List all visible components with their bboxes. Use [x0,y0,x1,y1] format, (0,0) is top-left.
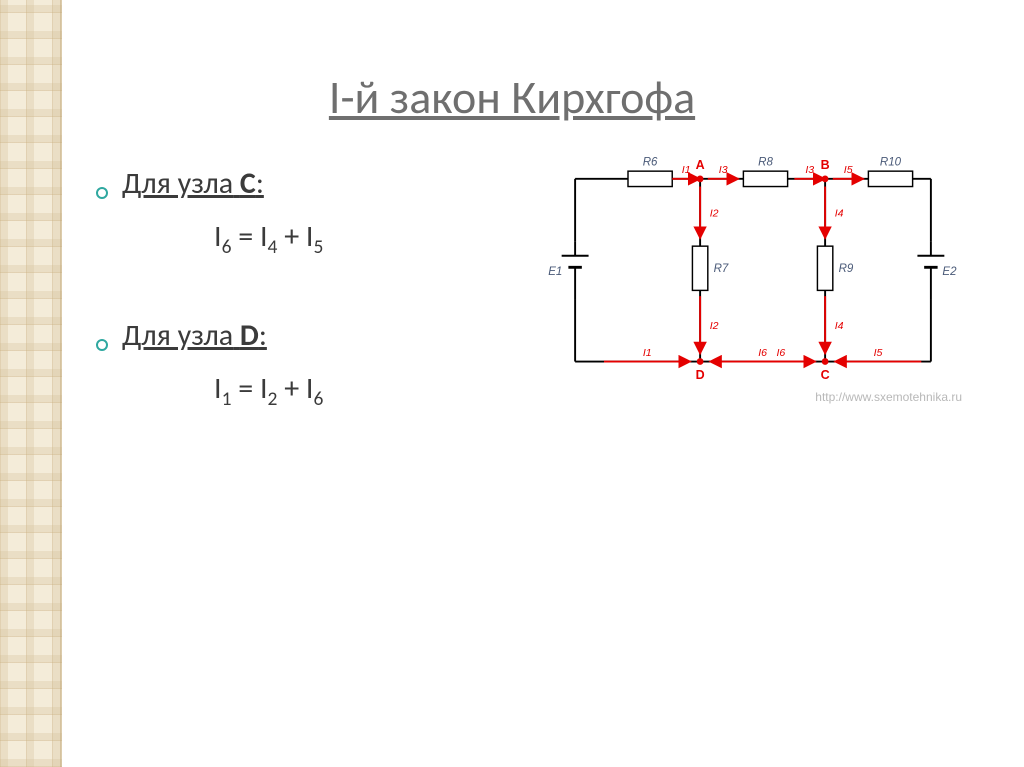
svg-text:I1: I1 [682,164,691,176]
node-letter: D [240,317,259,354]
svg-text:I1: I1 [643,347,652,359]
node-suffix: : [256,165,264,202]
bullet-icon [96,187,108,199]
svg-text:E2: E2 [942,266,957,278]
svg-text:I5: I5 [844,164,853,176]
svg-text:I3: I3 [805,164,814,176]
svg-text:E1: E1 [548,266,562,278]
svg-text:I2: I2 [710,207,719,219]
svg-text:R6: R6 [643,156,658,168]
circuit-diagram: E1 E2 R6 R8 R10 R7 R9 I1 I3 I3 I5 I2 I4 I2 I4 I1 I6 I6 I5 A… [538,150,968,400]
svg-text:I6: I6 [758,347,767,359]
svg-text:R10: R10 [880,156,902,168]
node-letter: C [240,165,256,202]
slide: I-й закон Кирхгофа Для узла C: I6 = I4 +… [0,0,1024,767]
svg-text:R7: R7 [714,263,729,275]
svg-text:R8: R8 [758,156,773,168]
watermark-text: http://www.sxemotehnika.ru [815,390,962,404]
svg-text:I4: I4 [835,207,844,219]
svg-text:I6: I6 [776,347,785,359]
circuit-svg: E1 E2 R6 R8 R10 R7 R9 I1 I3 I3 I5 I2 I4 I2 I4 I1 I6 I6 I5 A… [538,150,968,400]
node-suffix: : [259,317,267,354]
svg-text:B: B [821,158,830,172]
bullet-icon [96,339,108,351]
svg-text:C: C [821,368,830,382]
node-prefix: Для узла [122,317,233,354]
node-d-label: Для узла D: [122,317,267,354]
svg-text:I3: I3 [719,164,728,176]
svg-text:I2: I2 [710,320,719,332]
node-prefix: Для узла [122,165,233,202]
svg-text:A: A [696,158,705,172]
node-c-label: Для узла C: [122,165,264,202]
slide-title: I-й закон Кирхгофа [0,70,1024,126]
svg-text:D: D [696,368,705,382]
svg-text:I5: I5 [874,347,883,359]
svg-text:I4: I4 [835,320,844,332]
svg-text:R9: R9 [839,263,854,275]
